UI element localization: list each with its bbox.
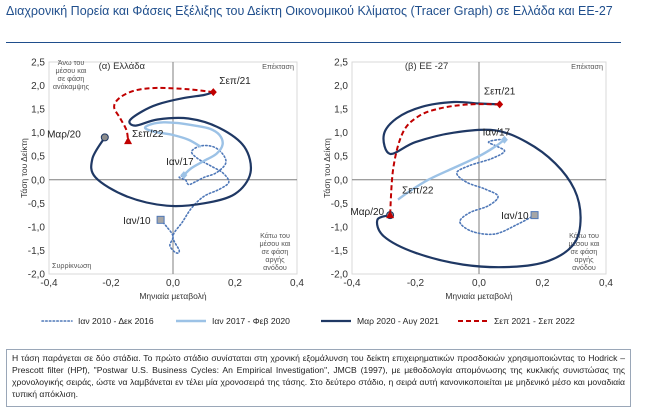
x-tick-label: 0,4 [290,278,304,289]
x-tick-label: -0,4 [343,278,361,289]
chart-title: Διαχρονική Πορεία και Φάσεις Εξέλιξης το… [6,4,613,18]
y-tick-label: 2,0 [334,81,348,92]
tracer-chart: 2,52,01,51,00,50,0-0,5-1,0-1,5-2,0-0,4 -0… [19,58,613,327]
point-annotation: Σεπ/21 [219,76,251,87]
y-tick-label: 0,5 [31,152,45,163]
y-tick-label: 1,5 [31,105,45,116]
x-tick-label: -0,2 [102,278,120,289]
legend-label: Σεπ 2021 - Σεπ 2022 [494,316,575,326]
point-annotation: Σεπ/22 [132,129,164,140]
series-line [113,86,214,142]
quadrant-label-top-right: Επέκταση [262,62,294,71]
legend: Ιαν 2010 - Δεκ 2016 Ιαν 2017 - Φεβ 2020 Μα… [41,316,575,326]
title-divider [6,42,621,43]
series-line [159,144,230,254]
x-tick-label: 0,4 [599,278,613,289]
panel-greece: 2,5 2,0 1,5 1,0 0,5 0,0 -0,5 -1,0 -1,5 -2,0-0,4 -0… [19,58,304,302]
y-tick-label: 1,5 [334,105,348,116]
quadrant-label-bottom-right: Κάτω του μέσου και σε φάση αργής ανόδου [569,231,600,272]
series-line [397,138,506,201]
y-tick-label: -0,5 [28,199,46,210]
y-tick-label: 2,5 [334,58,348,69]
y-tick-label: 1,0 [31,128,45,139]
y-tick-label: -1,5 [331,246,349,257]
y-tick-label: -1,0 [331,222,349,233]
y-axis-label: Τάση του Δείκτη [19,138,29,198]
x-tick-label: 0,2 [536,278,550,289]
end-point-marker [386,210,395,219]
series-line [143,121,224,176]
series-line [90,91,252,208]
quadrant-label-bottom-left: Συρρίκνωση [52,261,91,270]
jan17-marker [180,171,188,180]
mar20-marker [100,133,109,142]
point-annotation: Ιαν/10 [123,216,151,227]
series-line [375,100,582,269]
point-annotation: Ιαν/17 [166,157,194,168]
panel-eu27: 2,5 2,0 1,5 1,0 0,5 0,0 -0,5 -1,0 -1,5 -2,0-0,4 -0… [322,58,613,302]
methodology-note: Η τάση παράγεται σε δύο στάδια. Το πρώτο… [6,349,631,407]
x-tick-label: 0,0 [472,278,486,289]
legend-label: Ιαν 2017 - Φεβ 2020 [212,316,290,326]
point-annotation: Μαρ/20 [350,207,384,218]
y-tick-label: -1,0 [28,222,46,233]
y-axis-label: Τάση του Δείκτη [322,138,332,198]
x-tick-label: 0,2 [228,278,242,289]
y-tick-label: -2,0 [28,270,46,281]
x-tick-label: -0,4 [40,278,58,289]
point-annotation: Ιαν/10 [501,211,529,222]
series-line [389,103,500,216]
sep21-marker [496,100,504,109]
y-tick-label: 2,0 [31,81,45,92]
point-annotation: Ιαν/17 [483,128,511,139]
y-tick-label: 0,5 [334,152,348,163]
start-point-marker [156,215,165,224]
x-tick-label: 0,0 [166,278,180,289]
x-axis-label: Μηνιαία μεταβολή [445,291,513,301]
point-annotation: Μαρ/20 [47,129,81,140]
quadrant-label-bottom-right: Κάτω του μέσου και σε φάση αργής ανόδου [260,231,291,272]
panel-title: (α) Ελλάδα [99,61,146,72]
y-tick-label: 0,0 [31,175,45,186]
sep21-marker [209,88,217,97]
start-point-marker [530,211,539,220]
y-tick-label: -1,5 [28,246,46,257]
y-tick-label: 1,0 [334,128,348,139]
y-tick-label: -2,0 [331,270,349,281]
y-tick-label: 2,5 [31,58,45,69]
panel-title: (β) ΕΕ -27 [405,61,448,72]
legend-label: Ιαν 2010 - Δεκ 2016 [78,316,154,326]
point-annotation: Σεπ/21 [484,86,516,97]
point-annotation: Σεπ/22 [402,186,434,197]
y-tick-label: -0,5 [331,199,349,210]
x-tick-label: -0,2 [407,278,425,289]
end-point-marker [124,136,133,145]
quadrant-label-top-right: Επέκταση [571,62,603,71]
y-tick-label: 0,0 [334,175,348,186]
jan17-marker [500,135,508,144]
legend-label: Μαρ 2020 - Αυγ 2021 [357,316,439,326]
quadrant-label-top-left: Άνω του μέσου και σε φάση ανάκαμψης [53,58,90,91]
x-axis-label: Μηνιαία μεταβολή [139,291,207,301]
